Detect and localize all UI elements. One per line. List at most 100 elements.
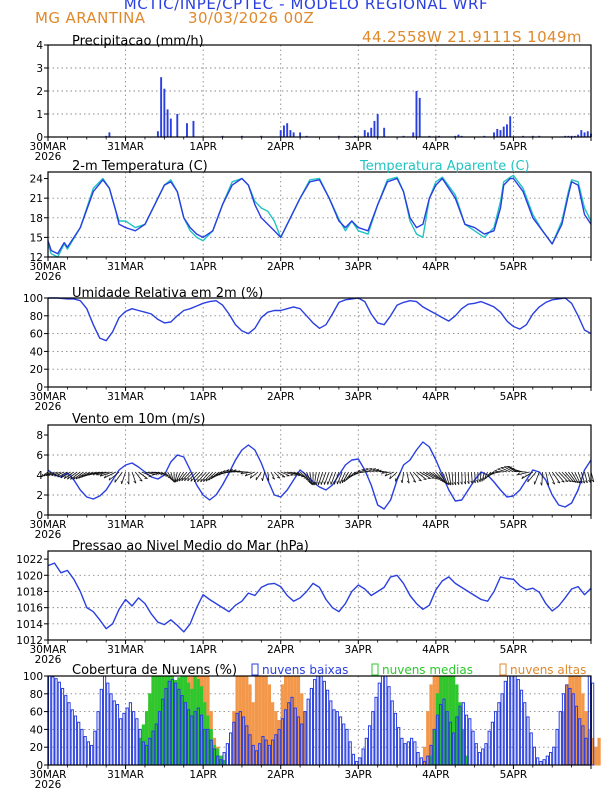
wind-arrow: [267, 471, 270, 481]
wind-arrow: [497, 468, 508, 473]
wind-arrow: [134, 471, 143, 482]
cloud-bar-nuvens-baixas: [377, 682, 381, 766]
precip-bar: [415, 91, 418, 137]
wind-arrow-head: [470, 480, 473, 484]
wind-arrow: [471, 471, 473, 484]
temp-frame: [47, 171, 592, 258]
wind-arrow: [277, 471, 286, 478]
x-tick-label: 1APR: [189, 261, 217, 273]
wind-arrow: [181, 471, 191, 482]
wind-arrow: [435, 471, 446, 483]
cloud-bar-nuvens-baixas: [80, 728, 84, 766]
wind-arrow: [63, 471, 75, 479]
wind-arrow: [141, 471, 152, 477]
y-tick-label: 1022: [16, 554, 43, 566]
wind-arrow-head: [249, 475, 252, 479]
wind-arrow: [315, 471, 320, 486]
y-tick-label: 24: [30, 174, 44, 186]
wind-arrow-head: [497, 468, 501, 470]
wind-arrow-head: [187, 478, 189, 482]
x-tick-label: 3APR: [345, 391, 373, 403]
cloud-bar-nuvens-baixas: [471, 730, 475, 766]
wind-arrow-head: [277, 476, 281, 479]
wind-arrow-head: [517, 472, 520, 476]
wind-arrow-head: [309, 482, 313, 485]
wind-arrow-head: [86, 473, 90, 476]
wind-arrow: [346, 471, 356, 481]
x-tick-label: 5APR: [500, 519, 528, 531]
chart-title: MCTIC/INPE/CPTEC - MODELO REGIONAL WRF: [123, 0, 489, 13]
cloud-bar-nuvens-baixas: [115, 703, 120, 766]
wind-arrow-head: [78, 475, 81, 479]
x-tick-label: 31MAR: [107, 519, 144, 531]
wind-arrow: [114, 471, 123, 483]
wind-arrow: [160, 471, 169, 477]
wind-arrow-head: [467, 481, 470, 484]
cloud-bar-nuvens-baixas: [490, 721, 495, 766]
wind-arrow: [57, 471, 68, 478]
wind-arrow-head: [208, 477, 211, 481]
wind-arrow-head: [48, 472, 52, 476]
y-tick-label: 4: [36, 40, 43, 52]
wind-arrow-head: [487, 474, 490, 478]
wind-arrow: [73, 471, 84, 480]
cloud-bar-nuvens-baixas: [364, 737, 368, 766]
cloud-bar-nuvens-baixas: [519, 689, 524, 766]
x-tick-label: 5APR: [500, 769, 528, 781]
cloud-bar-nuvens-baixas: [361, 748, 365, 766]
y-tick-label: 0: [36, 132, 43, 144]
temp-title: 2-m Temperatura (C): [72, 159, 208, 174]
precip-title: Precipitacao (mm/h): [72, 34, 204, 49]
y-tick-label: 20: [30, 742, 43, 754]
precip-bar: [363, 130, 366, 137]
precip-bar: [176, 114, 179, 137]
cloud-bar-nuvens-baixas: [400, 737, 404, 766]
wind-arrow-head: [546, 482, 549, 486]
wind-arrow-head: [527, 478, 529, 483]
cloud-bar-nuvens-baixas: [358, 757, 362, 766]
cloud-bar-nuvens-baixas: [316, 675, 320, 766]
precip-bar: [502, 126, 505, 137]
wind-arrow: [409, 471, 417, 483]
wind-arrow: [184, 471, 194, 482]
pressure-title: Pressao ao Nivel Medio do Mar (hPa): [72, 539, 309, 554]
x-tick-label: 5APR: [500, 261, 528, 273]
wind-arrow-head: [389, 476, 391, 480]
wind-arrow: [244, 471, 256, 477]
wind-arrow: [491, 471, 501, 474]
wind-arrow: [500, 467, 511, 473]
run-date-label: 30/03/2026 00Z: [188, 9, 315, 27]
cloud-bar-nuvens-baixas: [367, 725, 372, 766]
wind-arrow-head: [154, 473, 159, 475]
precip-bar: [156, 131, 159, 137]
wind-arrow-head: [75, 476, 78, 480]
wind-arrow-head: [181, 477, 183, 481]
temp-line: [47, 177, 592, 255]
y-tick-label: 1020: [16, 570, 43, 582]
x-tick-label: 30MAR: [30, 644, 67, 656]
wind-arrow: [339, 471, 346, 484]
wind-arrow: [381, 471, 391, 474]
wind-arrow: [521, 471, 534, 479]
wind-arrow-head: [357, 469, 361, 472]
wind-arrow-head: [184, 477, 186, 481]
cloud-bar-nuvens-baixas: [96, 711, 100, 766]
wind-arrow-head: [197, 478, 199, 483]
wind-arrow: [255, 471, 262, 481]
wind-arrow-head: [70, 476, 73, 480]
cloud-bar-nuvens-baixas: [306, 698, 310, 766]
x-tick-label: 1APR: [189, 519, 217, 531]
y-tick-label: 40: [30, 346, 43, 358]
wind-arrow: [558, 471, 569, 482]
y-tick-label: 100: [23, 293, 43, 305]
wind-arrow-head: [167, 476, 171, 479]
wind-arrow: [324, 471, 330, 485]
cloud-bar-nuvens-baixas: [132, 711, 136, 766]
x-tick-label: 5APR: [500, 644, 528, 656]
wind-arrow-head: [200, 479, 202, 483]
wind-arrow-head: [271, 477, 275, 480]
wind-arrow: [318, 471, 324, 485]
wind-arrow-head: [226, 469, 230, 472]
wind-arrow: [303, 471, 311, 483]
